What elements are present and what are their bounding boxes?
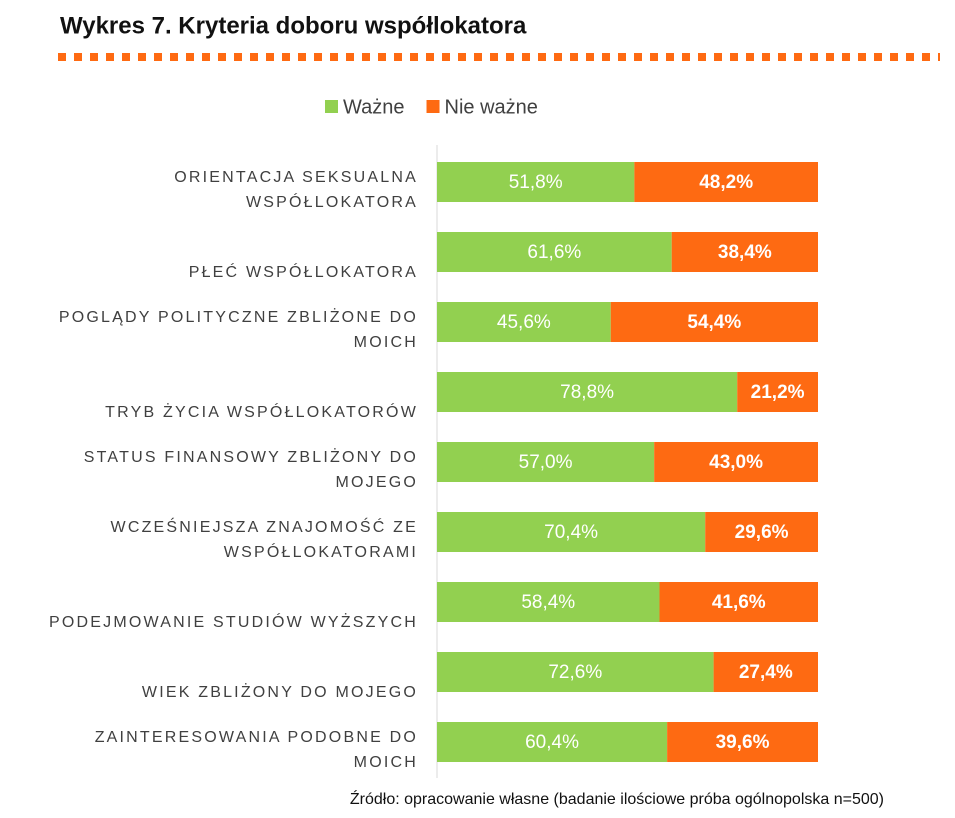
- value-label: 48,2%: [699, 172, 753, 193]
- bar-segment: [713, 652, 818, 692]
- value-label: 78,8%: [560, 382, 614, 403]
- bar-segment: [437, 512, 706, 552]
- category-label: WIEK ZBLIŻONY DO MOJEGO: [141, 684, 418, 701]
- bar-segment: [437, 582, 660, 622]
- bar-segment: [659, 582, 818, 622]
- bar-segment: [437, 302, 611, 342]
- bar-segment: [737, 372, 818, 412]
- value-label: 41,6%: [712, 592, 766, 613]
- value-label: 38,4%: [718, 242, 772, 263]
- value-label: 39,6%: [716, 732, 770, 753]
- legend-swatch: [426, 100, 440, 113]
- source-note: Źródło: opracowanie własne (badanie iloś…: [350, 789, 884, 808]
- legend-label: Nie ważne: [445, 96, 538, 118]
- category-label: POGLĄDY POLITYCZNE ZBLIŻONE DO MOICH: [58, 309, 418, 351]
- value-label: 51,8%: [509, 172, 563, 193]
- value-label: 72,6%: [548, 662, 602, 683]
- bar-segment: [610, 302, 818, 342]
- value-label: 60,4%: [525, 732, 579, 753]
- bar-segment: [437, 652, 714, 692]
- category-label: ZAINTERESOWANIA PODOBNE DO MOICH: [94, 729, 418, 771]
- category-label: PODEJMOWANIE STUDIÓW WYŻSZYCH: [49, 614, 418, 631]
- value-label: 45,6%: [497, 312, 551, 333]
- bar-segment: [437, 232, 672, 272]
- category-label: TRYB ŻYCIA WSPÓŁLOKATORÓW: [105, 404, 418, 421]
- category-label: ORIENTACJA SEKSUALNA WSPÓŁLOKATORA: [174, 169, 418, 211]
- value-label: 61,6%: [527, 242, 581, 263]
- chart-title: Wykres 7. Kryteria doboru współlokatora: [60, 12, 527, 39]
- bar-segment: [437, 162, 635, 202]
- value-label: 43,0%: [709, 452, 763, 473]
- bar-segment: [667, 722, 818, 762]
- bar-segment: [654, 442, 818, 482]
- bar-segment: [437, 722, 668, 762]
- bar-segment: [437, 372, 738, 412]
- bar-segment: [437, 442, 655, 482]
- value-label: 29,6%: [735, 522, 789, 543]
- bar-segment: [705, 512, 818, 552]
- legend-swatch: [325, 100, 338, 113]
- bar-segment: [671, 232, 818, 272]
- value-label: 57,0%: [519, 452, 573, 473]
- value-label: 70,4%: [544, 522, 598, 543]
- value-label: 21,2%: [751, 382, 805, 403]
- value-label: 54,4%: [687, 312, 741, 333]
- value-label: 27,4%: [739, 662, 793, 683]
- category-label: WCZEŚNIEJSZA ZNAJOMOŚĆ ZE WSPÓŁLOKATORAM…: [110, 519, 418, 561]
- bar-segment: [634, 162, 818, 202]
- value-label: 58,4%: [521, 592, 575, 613]
- legend-label: Ważne: [343, 96, 405, 118]
- category-label: PŁEĆ WSPÓŁLOKATORA: [188, 264, 418, 281]
- category-label: STATUS FINANSOWY ZBLIŻONY DO MOJEGO: [83, 449, 418, 491]
